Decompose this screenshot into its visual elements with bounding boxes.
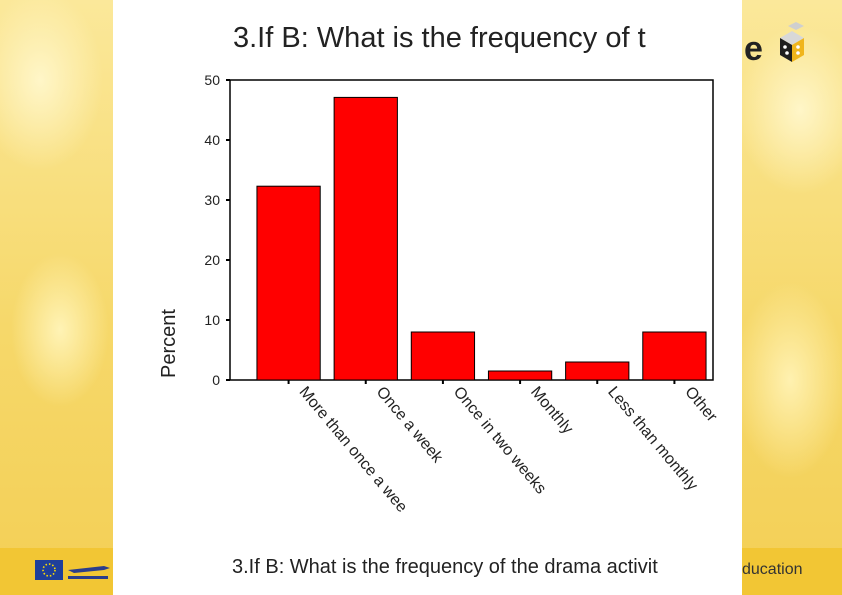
slide-title: 3.If B: What is the frequency of t [233,22,646,54]
y-tick-label: 10 [204,312,220,328]
e-dice-logo-icon: e [744,22,804,68]
bar [333,96,398,381]
x-tick-label: Once a week [373,384,447,467]
y-tick-label: 0 [212,372,220,388]
bar [487,370,553,381]
footer-panel [113,548,742,595]
y-tick-label: 40 [204,132,220,148]
eu-flag-icon [35,560,110,580]
y-tick-label: 30 [204,192,220,208]
y-axis-label: Percent [158,309,180,378]
x-tick-label: Monthly [527,384,576,438]
slide-caption: 3.If B: What is the frequency of the dra… [232,556,658,578]
y-tick-label: 20 [204,252,220,268]
bar [642,331,707,381]
svg-text:e: e [744,30,763,68]
x-tick-label: Other [681,384,720,426]
footer-text: ducation [742,561,803,578]
bar [256,185,321,381]
bar [565,361,630,381]
y-tick-label: 50 [204,72,220,88]
bar [410,331,476,381]
slide-panel [113,0,742,595]
